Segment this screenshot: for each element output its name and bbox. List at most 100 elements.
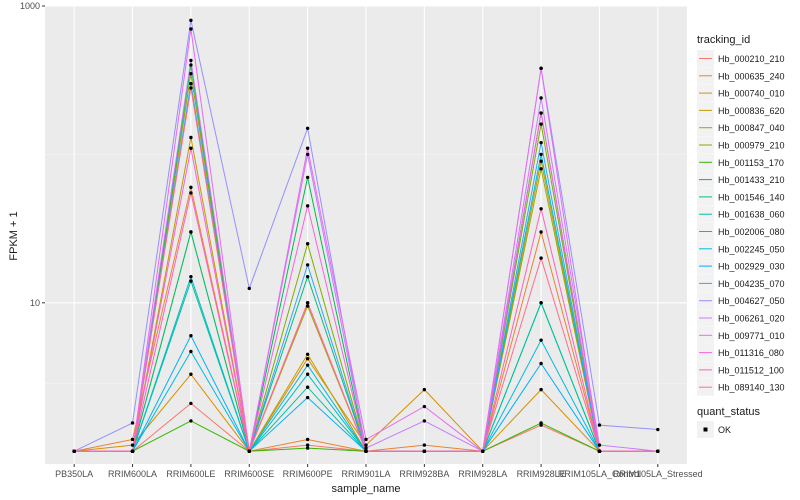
y-axis-title: FPKM + 1 — [8, 211, 20, 260]
data-point-Hb_089140_130 — [364, 449, 368, 453]
data-point-Hb_000740_010 — [130, 443, 135, 447]
shape-legend: quant_status OK — [697, 406, 760, 438]
data-point-Hb_089140_130 — [130, 449, 135, 453]
data-point-Hb_002929_030 — [305, 395, 310, 400]
x-tick-label: RRIM600PE — [283, 469, 333, 479]
x-tick-label: RRIM105LA_Stressed — [613, 469, 703, 479]
legend-label: Hb_001638_060 — [718, 210, 785, 220]
data-point-Hb_000979_210 — [305, 242, 310, 246]
x-tick-label: RRIM600SE — [224, 469, 274, 479]
data-point-Hb_000210_210 — [189, 401, 193, 406]
data-point-Hb_004235_070 — [539, 140, 543, 145]
data-point-Hb_004627_050 — [305, 126, 310, 130]
data-point-Hb_002245_050 — [539, 338, 543, 342]
x-tick-label: RRIM928LE — [517, 469, 566, 479]
data-point-Hb_009771_010 — [422, 404, 427, 409]
y-tick-label: 10 — [30, 298, 40, 308]
data-point-Hb_002006_080 — [189, 274, 193, 279]
shape-legend-title: quant_status — [697, 406, 760, 418]
shape-legend-key-point — [703, 427, 708, 432]
data-point-Hb_009771_010 — [364, 437, 368, 442]
legend: tracking_id Hb_000210_210 Hb_000635_240 Hb… — [697, 34, 785, 396]
data-point-Hb_001546_140 — [305, 274, 310, 279]
data-point-Hb_000635_240 — [422, 443, 427, 447]
legend-label: Hb_000979_210 — [718, 141, 785, 151]
data-point-Hb_000740_010 — [539, 387, 543, 392]
data-point-Hb_089140_130 — [247, 449, 251, 453]
data-point-Hb_002929_030 — [189, 334, 193, 338]
data-point-Hb_000847_040 — [539, 167, 543, 171]
data-point-Hb_006261_020 — [597, 443, 602, 447]
x-tick-label: RRIM600LE — [166, 469, 215, 479]
legend-label: Hb_002245_050 — [718, 244, 785, 254]
data-point-Hb_006261_020 — [189, 58, 193, 63]
x-tick-label: RRIM600LA — [108, 469, 157, 479]
legend-label: Hb_011512_100 — [718, 365, 784, 375]
data-point-Hb_000740_010 — [189, 372, 193, 376]
legend-label: Hb_006261_020 — [718, 314, 785, 324]
data-point-Hb_009771_010 — [305, 146, 310, 150]
data-point-Hb_002245_050 — [305, 363, 310, 367]
x-tick-label: RRIM901LA — [341, 469, 390, 479]
data-point-Hb_089140_130 — [481, 449, 485, 453]
data-point-Hb_001153_170 — [189, 419, 193, 423]
legend-label: Hb_004235_070 — [718, 279, 785, 289]
legend-title: tracking_id — [697, 34, 750, 46]
data-point-Hb_089140_130 — [656, 449, 660, 453]
data-point-Hb_002245_050 — [189, 349, 193, 354]
legend-label: Hb_000740_010 — [718, 89, 785, 99]
data-point-Hb_004627_050 — [656, 427, 660, 432]
data-point-Hb_002006_080 — [305, 372, 310, 376]
data-point-Hb_004627_050 — [130, 421, 135, 425]
legend-label: Hb_001546_140 — [718, 192, 785, 202]
data-point-Hb_000836_620 — [539, 159, 543, 163]
data-point-Hb_000210_210 — [305, 443, 310, 447]
legend-label: Hb_001153_170 — [718, 158, 784, 168]
x-tick-label: RRIM928LA — [458, 469, 507, 479]
data-point-Hb_004627_050 — [189, 18, 193, 23]
y-tick-label: 1000 — [20, 1, 40, 11]
data-point-Hb_089140_130 — [72, 449, 76, 453]
data-point-Hb_004627_050 — [247, 286, 251, 291]
data-point-Hb_009771_010 — [189, 27, 193, 31]
x-tick-label: RRIM928BA — [399, 469, 449, 479]
data-point-Hb_000635_240 — [189, 185, 193, 190]
data-point-Hb_000740_010 — [305, 357, 310, 361]
data-point-Hb_089140_130 — [539, 256, 543, 260]
legend-label: Hb_002006_080 — [718, 227, 785, 237]
data-point-Hb_000979_210 — [539, 122, 543, 126]
legend-label: Hb_009771_010 — [718, 331, 785, 341]
legend-label: Hb_011316_080 — [718, 348, 784, 358]
data-point-Hb_006261_020 — [305, 152, 310, 157]
data-point-Hb_011316_080 — [539, 111, 543, 115]
data-point-Hb_006261_020 — [539, 96, 543, 100]
data-point-Hb_004235_070 — [189, 81, 193, 86]
shape-legend-items: OK — [697, 421, 731, 438]
data-point-Hb_011316_080 — [305, 204, 310, 208]
data-point-Hb_000836_620 — [189, 135, 193, 140]
data-point-Hb_004627_050 — [597, 423, 602, 427]
data-point-Hb_009771_010 — [539, 66, 543, 71]
points-layer — [72, 18, 660, 453]
legend-label: Hb_000847_040 — [718, 123, 785, 133]
data-point-Hb_000740_010 — [364, 443, 368, 447]
legend-label: Hb_089140_130 — [718, 383, 785, 393]
data-point-Hb_089140_130 — [189, 86, 193, 90]
data-point-Hb_000635_240 — [130, 437, 135, 442]
data-point-Hb_000836_620 — [305, 352, 310, 356]
data-point-Hb_001546_140 — [189, 230, 193, 234]
data-point-Hb_001638_060 — [305, 385, 310, 389]
data-point-Hb_000635_240 — [305, 437, 310, 442]
data-point-Hb_011512_100 — [189, 191, 193, 195]
data-point-Hb_089140_130 — [305, 301, 310, 305]
legend-label: Hb_000210_210 — [718, 54, 785, 64]
data-point-Hb_001638_060 — [539, 301, 543, 305]
data-point-Hb_002006_080 — [539, 152, 543, 157]
data-point-Hb_089140_130 — [597, 449, 602, 453]
data-point-Hb_000979_210 — [189, 71, 193, 76]
legend-label: Hb_000635_240 — [718, 71, 785, 81]
x-tick-label: RRIM105LA_Control — [558, 469, 641, 479]
data-point-Hb_001638_060 — [189, 279, 193, 283]
data-point-Hb_006261_020 — [422, 419, 427, 423]
